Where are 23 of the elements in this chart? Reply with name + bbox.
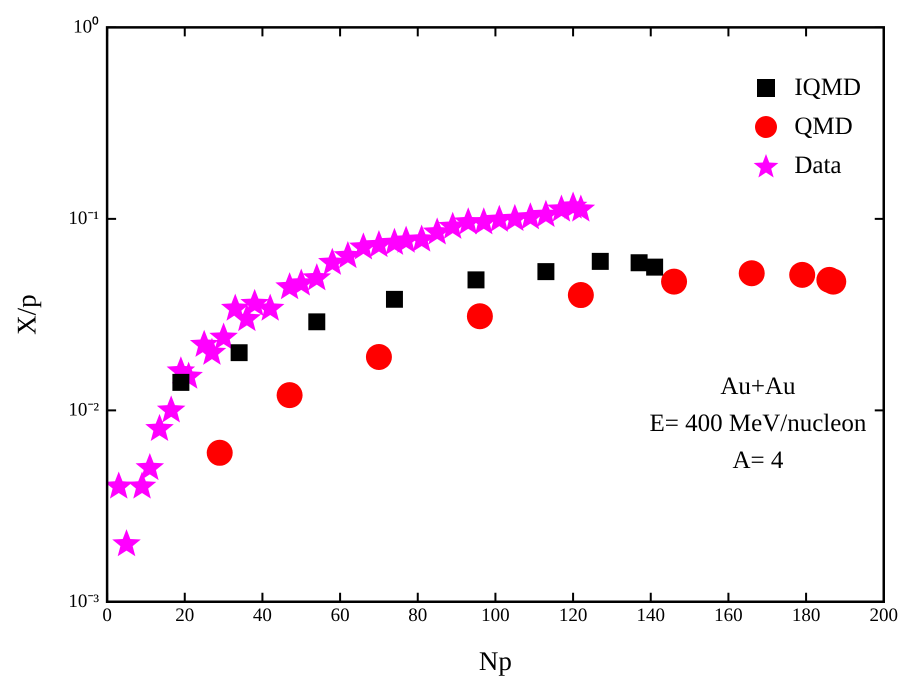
annotation: A= 4 <box>732 447 784 474</box>
x-tick-label: 40 <box>252 605 272 626</box>
y-tick-label: 10⁰ <box>73 15 100 38</box>
x-tick-label: 140 <box>636 605 666 626</box>
x-axis-title: Np <box>478 646 512 676</box>
legend-label: Data <box>794 152 842 180</box>
annotation: Au+Au <box>720 373 796 400</box>
legend-label: QMD <box>794 112 853 140</box>
y-axis-title: X/p <box>11 294 42 335</box>
annotation: E= 400 MeV/nucleon <box>650 410 867 438</box>
x-tick-label: 100 <box>481 605 510 626</box>
x-tick-label: 20 <box>175 605 194 626</box>
y-tick-label: 10⁻² <box>68 399 100 420</box>
y-tick-label: 10⁻¹ <box>68 208 100 229</box>
x-tick-label: 0 <box>102 605 112 626</box>
x-tick-label: 180 <box>792 605 820 626</box>
x-tick-label: 120 <box>558 605 588 626</box>
x-tick-label: 200 <box>870 605 898 626</box>
legend-label: IQMD <box>794 74 861 102</box>
x-tick-label: 60 <box>330 605 350 626</box>
x-tick-label: 80 <box>408 605 428 626</box>
x-tick-label: 160 <box>714 605 743 626</box>
y-tick-label: 10⁻³ <box>68 590 100 612</box>
